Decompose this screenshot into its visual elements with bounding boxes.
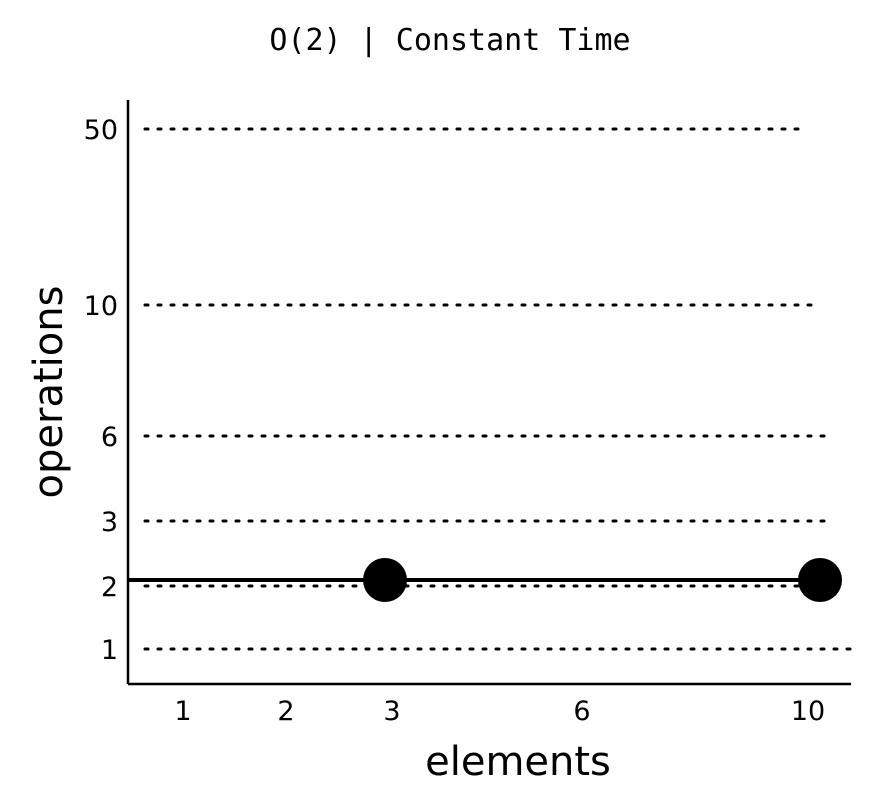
- x-tick-label-3: 3: [383, 696, 400, 727]
- x-tick-labels: 1 2 3 6 10: [174, 696, 825, 727]
- chart-title: O(2) | Constant Time: [269, 23, 630, 58]
- data-point-x3: [363, 558, 407, 602]
- y-tick-label-10: 10: [84, 291, 118, 322]
- x-axis-label: elements: [425, 739, 611, 785]
- x-tick-label-1: 1: [174, 696, 191, 727]
- y-axis-label: operations: [26, 286, 72, 499]
- data-point-x10: [798, 558, 842, 602]
- y-tick-label-1: 1: [101, 635, 118, 666]
- x-tick-label-6: 6: [573, 696, 590, 727]
- x-tick-label-10: 10: [791, 696, 825, 727]
- y-tick-label-3: 3: [101, 507, 118, 538]
- y-tick-label-6: 6: [101, 422, 118, 453]
- y-gridlines: [143, 127, 852, 651]
- y-tick-labels: 1 2 3 6 10 50: [84, 115, 118, 666]
- y-tick-label-2: 2: [101, 572, 118, 603]
- y-tick-label-50: 50: [84, 115, 118, 146]
- x-tick-label-2: 2: [277, 696, 294, 727]
- series-group: [128, 558, 842, 602]
